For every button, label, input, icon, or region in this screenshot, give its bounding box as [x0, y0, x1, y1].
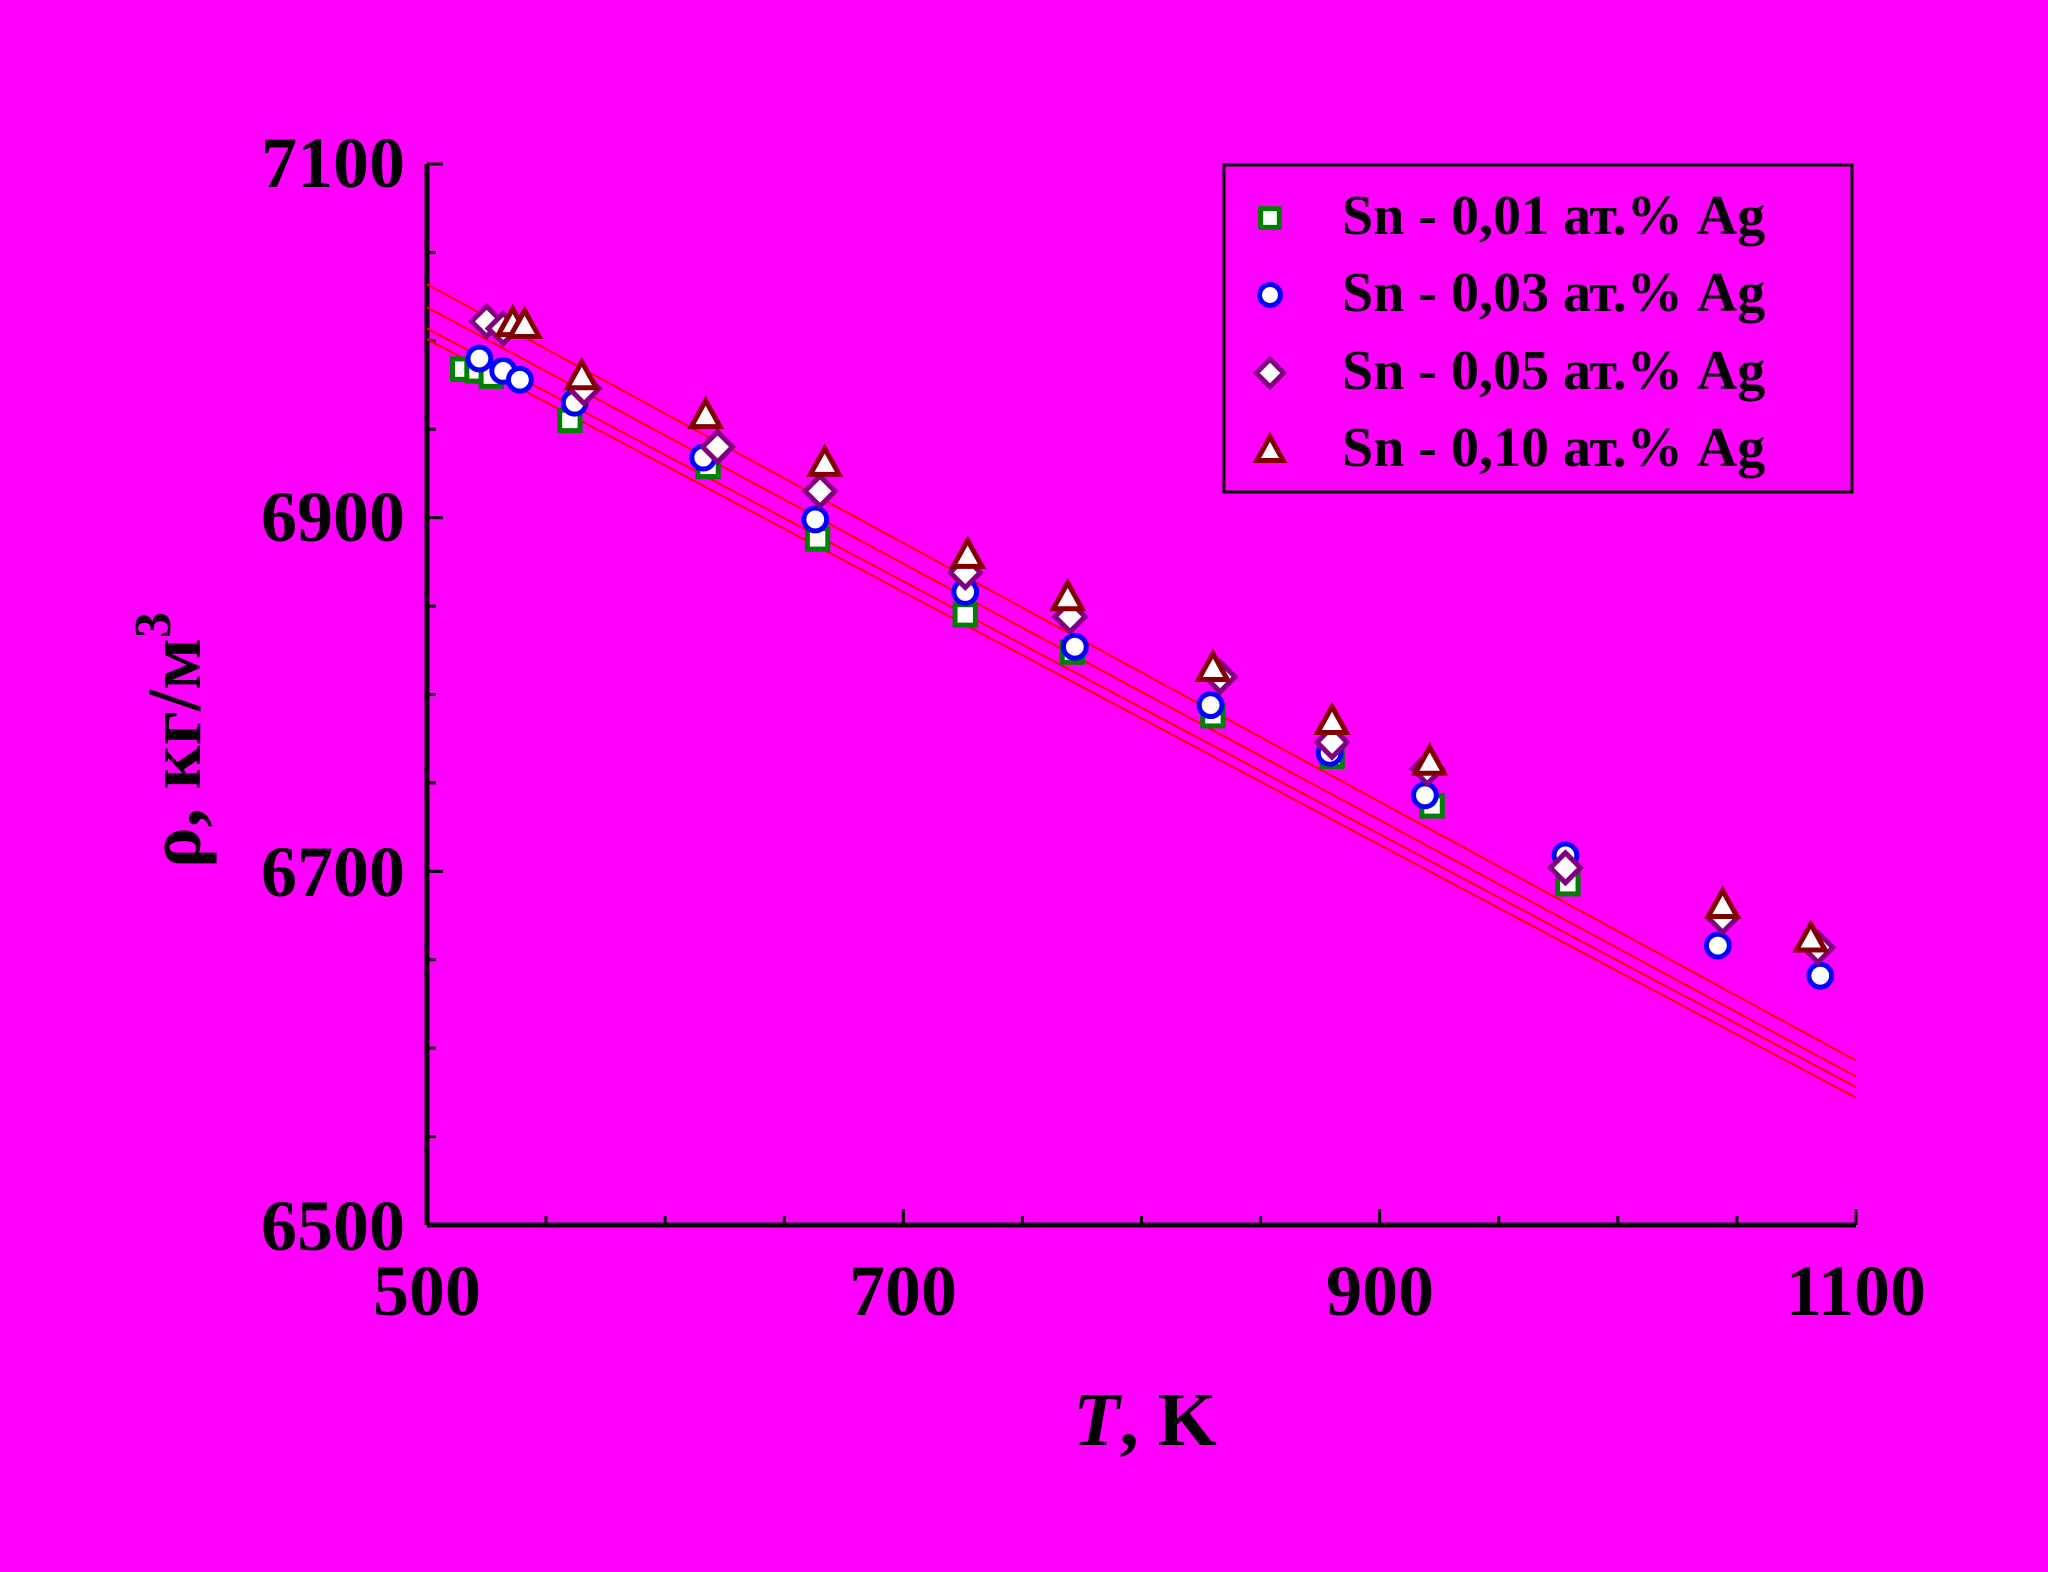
data-point-diamond — [699, 428, 737, 466]
legend-marker-square — [1258, 206, 1282, 230]
data-markers — [450, 302, 1837, 990]
legend-marker-circle — [1257, 282, 1283, 308]
fit-line — [426, 306, 1857, 1078]
y-tick-labels: 6500 6700 6900 7100 — [261, 123, 405, 1266]
legend-marker-triangle — [1252, 431, 1288, 464]
x-axis-title: T, K — [1073, 1378, 1217, 1462]
legend: Sn - 0,01 ат.% Ag Sn - 0,03 ат.% Ag Sn -… — [1222, 163, 1854, 494]
data-point-triangle — [1194, 648, 1232, 682]
fit-line — [426, 283, 1857, 1062]
y-tick-label: 6700 — [261, 832, 405, 912]
legend-label: Sn - 0,10 ат.% Ag — [1342, 417, 1765, 479]
x-tick-label: 500 — [373, 1251, 481, 1331]
axis-ticks — [425, 162, 1858, 1227]
data-point-circle — [465, 344, 494, 373]
data-point-triangle — [1313, 701, 1351, 736]
legend-marker-diamond — [1252, 355, 1288, 391]
fit-lines — [426, 283, 1857, 1099]
fit-line — [426, 327, 1857, 1088]
x-tick-label: 700 — [849, 1251, 957, 1331]
legend-label: Sn - 0,05 ат.% Ag — [1342, 340, 1765, 402]
data-point-diamond — [1546, 849, 1584, 887]
data-point-diamond — [801, 472, 839, 510]
data-point-triangle — [1703, 885, 1742, 919]
data-point-circle — [1196, 691, 1225, 720]
data-point-circle — [1060, 632, 1089, 661]
x-axis-title-symbol: T — [1073, 1378, 1122, 1462]
data-point-circle — [1703, 931, 1732, 960]
data-point-triangle — [1411, 742, 1449, 776]
axes — [424, 162, 1858, 1228]
data-point-triangle — [948, 535, 987, 569]
x-tick-label: 900 — [1326, 1251, 1434, 1331]
y-tick-label: 6900 — [261, 477, 405, 557]
data-point-triangle — [1049, 577, 1087, 612]
y-tick-label: 6500 — [261, 1186, 405, 1266]
legend-label: Sn - 0,01 ат.% Ag — [1342, 185, 1765, 247]
data-point-circle — [801, 505, 830, 534]
y-axis-title: ρ, кг/м3 — [125, 612, 217, 868]
data-point-circle — [1411, 781, 1439, 810]
data-point-circle — [505, 365, 534, 394]
data-point-triangle — [806, 443, 844, 477]
y-axis-title-superscript: 3 — [125, 612, 182, 638]
data-point-triangle — [1792, 918, 1830, 953]
y-axis-title-main: ρ, кг/м — [133, 638, 217, 868]
x-tick-label: 1100 — [1786, 1251, 1926, 1331]
y-tick-label: 7100 — [261, 123, 405, 203]
legend-symbols — [1252, 206, 1288, 464]
legend-box — [1222, 163, 1854, 494]
x-axis-title-unit: , K — [1120, 1378, 1217, 1462]
data-point-circle — [1806, 961, 1835, 990]
data-point-triangle — [505, 305, 544, 339]
x-tick-labels: 500 700 900 1100 — [373, 1251, 1926, 1331]
data-point-triangle — [563, 356, 601, 391]
data-point-triangle — [687, 395, 725, 430]
data-point-square — [952, 602, 978, 628]
legend-label: Sn - 0,03 ат.% Ag — [1342, 262, 1765, 324]
fit-line — [426, 338, 1857, 1099]
